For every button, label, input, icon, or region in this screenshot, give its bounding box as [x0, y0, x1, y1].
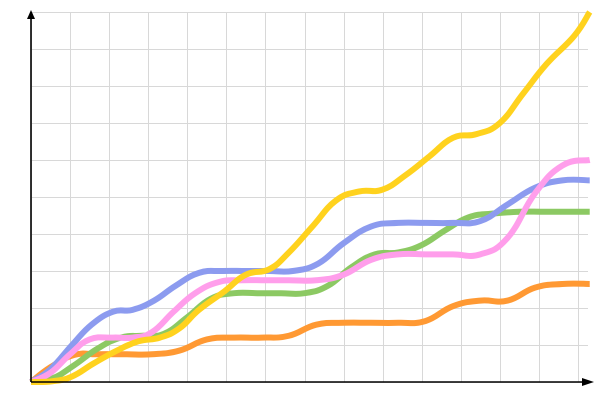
- axes: [27, 10, 594, 386]
- series-group: [29, 10, 593, 386]
- line-series-blue: [29, 176, 590, 385]
- x-axis-arrow-icon: [582, 378, 594, 386]
- line-series-yellow: [30, 10, 593, 386]
- y-axis-arrow-icon: [27, 10, 35, 19]
- line-series-pink: [29, 157, 591, 385]
